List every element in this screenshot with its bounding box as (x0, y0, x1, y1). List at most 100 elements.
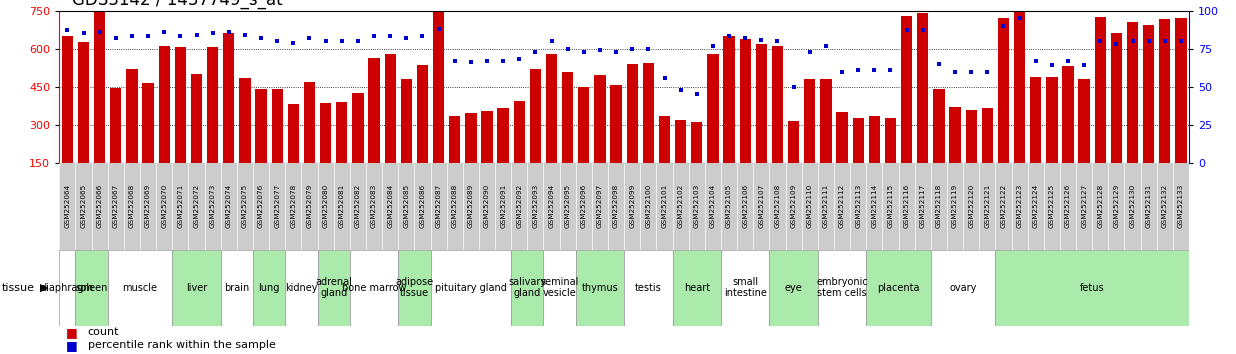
Text: GSM252102: GSM252102 (677, 184, 684, 228)
Bar (512, 250, 544, 326)
Text: embryonic
stem cells: embryonic stem cells (816, 277, 868, 298)
Text: GSM252128: GSM252128 (1098, 184, 1104, 228)
Point (946, 69, 965, 74)
Point (1058, 58, 1078, 64)
Bar (352, 93, 363, 163)
Text: GSM252081: GSM252081 (339, 184, 345, 228)
Text: GSM252083: GSM252083 (371, 184, 377, 228)
Bar (142, 83, 153, 163)
Bar (398, 250, 430, 326)
Text: GSM252130: GSM252130 (1130, 184, 1136, 228)
Bar (866, 163, 883, 250)
Bar (94, 11, 105, 163)
Bar (78, 42, 89, 163)
Text: lung: lung (258, 282, 279, 293)
Point (349, 38, 368, 44)
Bar (821, 79, 832, 163)
Point (331, 38, 352, 44)
Bar (721, 250, 770, 326)
Text: liver: liver (185, 282, 208, 293)
Bar (931, 163, 947, 250)
Bar (224, 33, 235, 163)
Bar (59, 250, 75, 326)
Point (509, 57, 529, 62)
Bar (546, 54, 557, 163)
Bar (478, 163, 496, 250)
Text: GSM252087: GSM252087 (435, 184, 441, 228)
Bar (253, 163, 269, 250)
Bar (755, 44, 768, 163)
Text: ■: ■ (66, 339, 78, 352)
Bar (1046, 76, 1058, 163)
Bar (624, 163, 640, 250)
Bar (656, 163, 672, 250)
Point (219, 29, 239, 35)
Bar (981, 108, 993, 163)
Bar (883, 163, 899, 250)
Point (1170, 38, 1190, 44)
Bar (818, 163, 834, 250)
Bar (1079, 79, 1090, 163)
Text: GSM252074: GSM252074 (226, 184, 232, 228)
Bar (578, 87, 590, 163)
Bar (643, 63, 654, 163)
Text: GSM252080: GSM252080 (323, 184, 329, 228)
Bar (62, 36, 73, 163)
Point (606, 49, 625, 55)
Bar (789, 121, 800, 163)
Bar (465, 113, 477, 163)
Bar (206, 47, 219, 163)
Bar (124, 163, 140, 250)
Bar (965, 110, 976, 163)
Point (171, 34, 190, 39)
Bar (496, 163, 512, 250)
Point (251, 35, 271, 41)
Point (154, 29, 174, 35)
Bar (140, 163, 156, 250)
Bar (576, 250, 624, 326)
Text: GSM252106: GSM252106 (743, 184, 748, 228)
Point (623, 46, 643, 51)
Point (735, 35, 755, 41)
Bar (318, 163, 334, 250)
Text: GSM252121: GSM252121 (984, 184, 990, 228)
Text: adipose
tissue: adipose tissue (396, 277, 434, 298)
Point (315, 38, 335, 44)
Bar (320, 103, 331, 163)
Bar (640, 163, 656, 250)
Point (816, 43, 836, 48)
Text: eye: eye (785, 282, 802, 293)
Bar (721, 163, 737, 250)
Point (848, 67, 868, 73)
Bar (707, 54, 718, 163)
Bar (915, 163, 931, 250)
Bar (1095, 17, 1106, 163)
Text: testis: testis (635, 282, 661, 293)
Text: GSM252110: GSM252110 (807, 184, 813, 228)
Point (800, 49, 819, 55)
Text: muscle: muscle (122, 282, 157, 293)
Text: GSM252099: GSM252099 (629, 184, 635, 228)
Bar (108, 250, 172, 326)
Bar (675, 120, 686, 163)
Bar (979, 163, 995, 250)
Bar (498, 108, 509, 163)
Text: GSM252133: GSM252133 (1178, 184, 1184, 228)
Bar (688, 163, 705, 250)
Bar (366, 163, 382, 250)
Text: GSM252100: GSM252100 (645, 184, 651, 228)
Bar (190, 74, 203, 163)
Bar (156, 163, 172, 250)
Point (880, 67, 900, 73)
Point (639, 46, 659, 51)
Point (106, 35, 126, 41)
Bar (1060, 163, 1077, 250)
Text: count: count (88, 327, 119, 337)
Point (90, 29, 110, 35)
Bar (595, 75, 606, 163)
Text: GSM252132: GSM252132 (1162, 184, 1168, 228)
Point (1042, 63, 1062, 68)
Point (138, 34, 158, 39)
Bar (818, 250, 866, 326)
Bar (901, 16, 912, 163)
